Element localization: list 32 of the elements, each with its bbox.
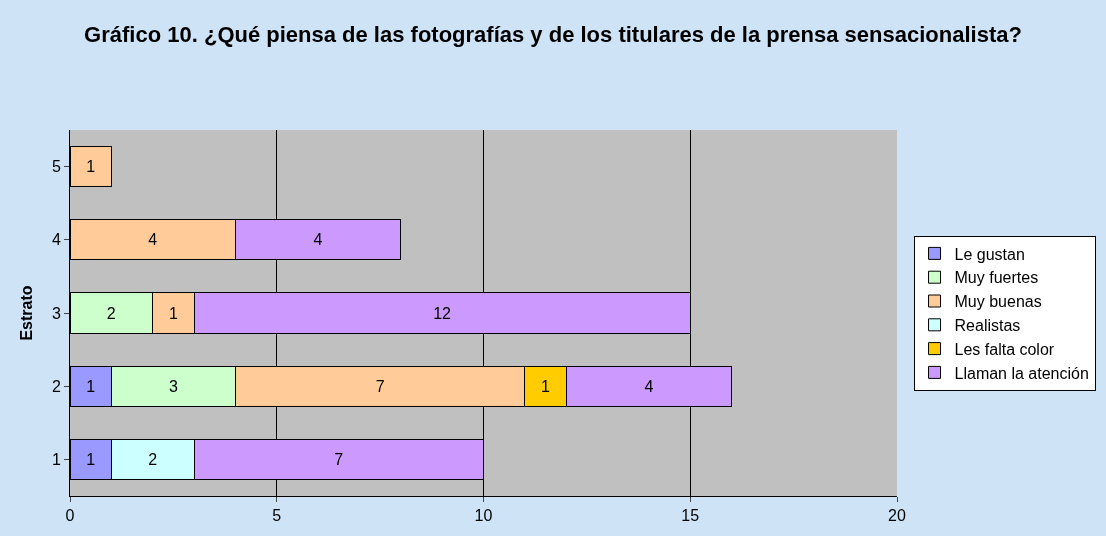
data-label: 1: [168, 304, 178, 322]
legend-label: Realistas: [954, 317, 1021, 335]
legend-label: Llaman la atención: [954, 364, 1089, 382]
y-tick-label: 5: [51, 158, 61, 176]
data-label: 2: [148, 450, 158, 468]
x-tick-label: 5: [272, 507, 282, 525]
data-label: 4: [313, 231, 323, 249]
data-label: 1: [541, 377, 551, 395]
data-label: 1: [86, 158, 96, 176]
data-label: 2: [106, 304, 116, 322]
data-label: 3: [168, 377, 178, 395]
x-tick-label: 15: [681, 507, 700, 525]
y-tick-label: 3: [51, 304, 61, 322]
y-tick-label: 4: [51, 231, 61, 249]
y-tick-label: 2: [51, 377, 61, 395]
y-tick-label: 1: [51, 451, 61, 468]
chart-title: Gráfico 10. ¿Qué piensa de las fotografías y de los titulares de la prensa sensacionalista?: [84, 22, 1022, 48]
data-label: 1: [86, 377, 96, 395]
legend-label: Muy fuertes: [954, 269, 1039, 287]
data-label: 4: [644, 377, 654, 395]
data-label: 7: [334, 450, 344, 468]
data-label: 12: [433, 304, 452, 322]
x-tick-label: 0: [65, 507, 75, 525]
y-axis-title: Estrato: [17, 285, 35, 341]
x-tick-label: 20: [888, 507, 906, 525]
legend-label: Le gustan: [954, 245, 1025, 263]
data-label: 1: [86, 450, 96, 468]
data-label: 7: [375, 377, 385, 395]
legend-label: Les falta color: [954, 340, 1055, 358]
legend-label: Muy buenas: [954, 293, 1042, 311]
x-tick-label: 10: [474, 507, 493, 525]
data-label: 4: [148, 231, 158, 249]
